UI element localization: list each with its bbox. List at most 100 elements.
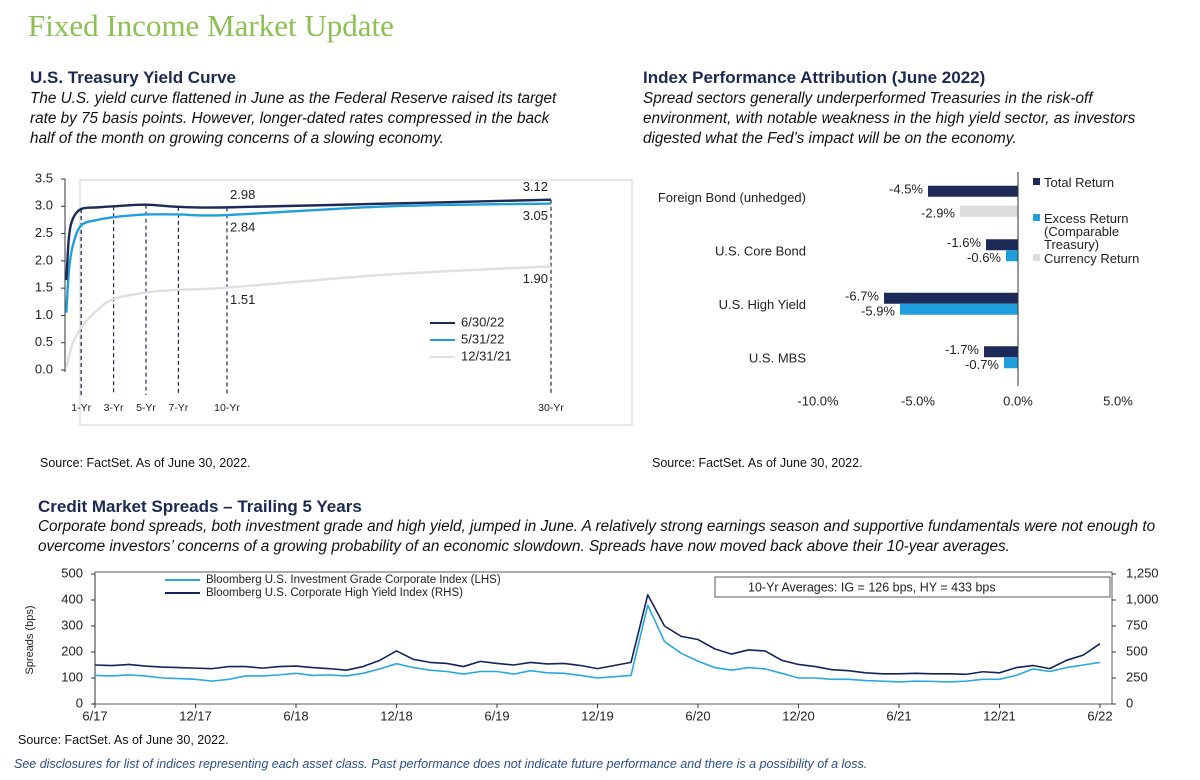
data-label: -0.7% [965, 357, 999, 372]
bar [900, 303, 1018, 315]
y2-tick-label: 1,250 [1126, 565, 1159, 580]
y-tick-label: 200 [61, 643, 83, 658]
x-tick-label: 12/17 [179, 708, 212, 723]
data-label: 1.51 [230, 292, 255, 307]
y-tick-label: 3.0 [35, 198, 53, 213]
data-label: 3.05 [523, 208, 548, 223]
data-label: -6.7% [845, 289, 879, 304]
source: Source: FactSet. As of June 30, 2022. [18, 733, 229, 747]
x-tick-label: 5.0% [1103, 393, 1133, 408]
y-tick-label: 500 [61, 565, 83, 580]
x-tick-label: -10.0% [797, 393, 839, 408]
x-tick-label: 6/17 [82, 708, 107, 723]
x-tick-label: 6/18 [283, 708, 308, 723]
bar [928, 185, 1018, 197]
source: Source: FactSet. As of June 30, 2022. [652, 456, 863, 470]
data-label: -2.9% [921, 206, 955, 221]
legend-label: 12/31/21 [461, 348, 512, 363]
x-tick-label: 1-Yr [71, 402, 91, 414]
x-tick-label: 6/19 [484, 708, 509, 723]
series-line [65, 202, 552, 313]
x-tick-label: 7-Yr [168, 402, 188, 414]
x-tick-label: 30-Yr [538, 402, 564, 414]
footnote: See disclosures for list of indices repr… [14, 757, 868, 771]
x-tick-label: 6/21 [886, 708, 911, 723]
data-label: -4.5% [889, 182, 923, 197]
x-tick-label: 5-Yr [136, 402, 156, 414]
category-label: Foreign Bond (unhedged) [658, 190, 806, 205]
legend-swatch [1033, 254, 1040, 261]
category-label: U.S. High Yield [719, 297, 806, 312]
legend-swatch [1033, 214, 1040, 221]
x-tick-label: 6/22 [1087, 708, 1112, 723]
y-tick-label: 2.0 [35, 252, 53, 267]
y2-tick-label: 250 [1126, 669, 1148, 684]
chart-subtitle: Corporate bond spreads, both investment … [38, 518, 1156, 555]
data-label: -1.7% [945, 342, 979, 357]
y-tick-label: 100 [61, 669, 83, 684]
x-tick-label: -5.0% [901, 393, 935, 408]
y-tick-label: 300 [61, 617, 83, 632]
x-tick-label: 12/18 [380, 708, 413, 723]
chart-title: Index Performance Attribution (June 2022… [643, 68, 986, 87]
annotation: 10-Yr Averages: IG = 126 bps, HY = 433 b… [748, 580, 996, 594]
series-line [94, 604, 1101, 683]
data-label: 3.12 [523, 179, 548, 194]
legend-label: Bloomberg U.S. Corporate High Yield Inde… [206, 587, 463, 599]
x-tick-label: 12/20 [782, 708, 815, 723]
x-tick-label: 0.0% [1003, 393, 1033, 408]
y-tick-label: 3.5 [35, 170, 53, 185]
chart-title: U.S. Treasury Yield Curve [30, 68, 236, 87]
chart-title: Credit Market Spreads – Trailing 5 Years [38, 497, 362, 516]
data-label: 2.84 [230, 219, 255, 234]
page-title: Fixed Income Market Update [28, 8, 394, 43]
y2-tick-label: 0 [1126, 695, 1133, 710]
x-tick-label: 6/20 [685, 708, 710, 723]
x-tick-label: 10-Yr [214, 402, 240, 414]
y2-tick-label: 500 [1126, 643, 1148, 658]
data-label: -1.6% [947, 235, 981, 250]
series-line [65, 198, 552, 281]
data-label: -0.6% [967, 250, 1001, 265]
data-label: 1.90 [523, 271, 548, 286]
bar [960, 205, 1018, 217]
bar [986, 239, 1018, 251]
x-tick-label: 3-Yr [104, 402, 124, 414]
legend-label: Bloomberg U.S. Investment Grade Corporat… [206, 574, 501, 586]
category-label: U.S. Core Bond [715, 244, 806, 259]
y-axis-label: Spreads (bps) [24, 605, 36, 674]
x-tick-label: 12/19 [581, 708, 614, 723]
legend-label: Total Return [1044, 175, 1115, 190]
bar [1006, 250, 1018, 262]
y-tick-label: 0 [76, 695, 83, 710]
series-line [94, 594, 1101, 676]
bar [1004, 357, 1018, 369]
y-tick-label: 0.5 [35, 334, 53, 349]
y2-tick-label: 1,000 [1126, 591, 1159, 606]
bar [984, 346, 1018, 358]
series-line [65, 265, 552, 368]
chart-subtitle: The U.S. yield curve flattened in June a… [30, 90, 557, 147]
category-label: U.S. MBS [749, 351, 806, 366]
source: Source: FactSet. As of June 30, 2022. [40, 456, 251, 470]
annotation-box [714, 576, 1111, 598]
y-tick-label: 2.5 [35, 225, 53, 240]
y-tick-label: 0.0 [35, 361, 53, 376]
legend-label: Excess Return (Comparable Treasury) [1044, 211, 1129, 252]
chart-subtitle: Spread sectors generally underperformed … [643, 90, 1136, 147]
bar [884, 292, 1018, 304]
y2-tick-label: 750 [1126, 617, 1148, 632]
legend-swatch [1033, 178, 1040, 185]
data-label: 2.98 [230, 187, 255, 202]
legend-label: 6/30/22 [461, 314, 504, 329]
data-label: -5.9% [861, 304, 895, 319]
y-tick-label: 1.5 [35, 280, 53, 295]
legend-label: 5/31/22 [461, 331, 504, 346]
y-tick-label: 400 [61, 591, 83, 606]
plot-frame [79, 179, 633, 426]
legend-label: Currency Return [1044, 251, 1140, 266]
y-tick-label: 1.0 [35, 307, 53, 322]
x-tick-label: 12/21 [983, 708, 1016, 723]
